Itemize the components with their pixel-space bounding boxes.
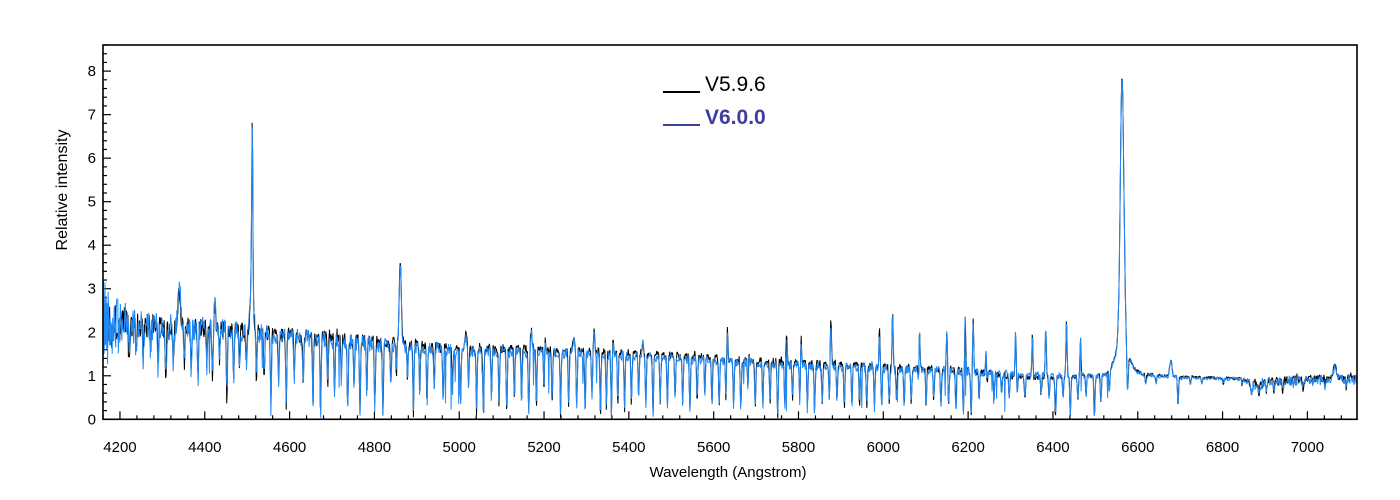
svg-text:5600: 5600 bbox=[697, 439, 730, 456]
svg-text:6600: 6600 bbox=[1121, 439, 1154, 456]
legend-label-v600: V6.0.0 bbox=[705, 106, 766, 129]
svg-text:4400: 4400 bbox=[188, 439, 221, 456]
svg-text:4800: 4800 bbox=[358, 439, 391, 456]
svg-text:6000: 6000 bbox=[867, 439, 900, 456]
svg-text:6: 6 bbox=[88, 150, 96, 167]
svg-text:1: 1 bbox=[88, 368, 96, 385]
legend-label-v596: V5.9.6 bbox=[705, 73, 766, 96]
series-path-v6-0-0 bbox=[103, 79, 1357, 419]
svg-text:0: 0 bbox=[88, 411, 96, 428]
svg-text:5400: 5400 bbox=[612, 439, 645, 456]
x-axis-title: Wavelength (Angstrom) bbox=[649, 464, 807, 481]
svg-text:4600: 4600 bbox=[273, 439, 306, 456]
svg-text:7: 7 bbox=[88, 107, 96, 124]
legend-line-v596 bbox=[663, 91, 700, 93]
svg-text:3: 3 bbox=[88, 281, 96, 298]
plot-frame bbox=[102, 44, 1358, 421]
series-group bbox=[103, 78, 1357, 419]
y-axis-title: Relative intensity bbox=[54, 129, 71, 251]
svg-text:6400: 6400 bbox=[1036, 439, 1069, 456]
svg-text:5800: 5800 bbox=[782, 439, 815, 456]
x-tick-labels: 4200 4400 4600 4800 5000 5200 5400 5600 5800 6000… bbox=[103, 439, 1324, 456]
axis-ticks bbox=[102, 44, 1342, 420]
svg-text:5000: 5000 bbox=[443, 439, 476, 456]
svg-text:6800: 6800 bbox=[1206, 439, 1239, 456]
legend-line-v600 bbox=[663, 124, 700, 126]
svg-text:6200: 6200 bbox=[951, 439, 984, 456]
svg-text:5: 5 bbox=[88, 194, 96, 211]
y-tick-labels: 0 1 2 3 4 5 6 7 8 bbox=[88, 63, 96, 428]
svg-text:8: 8 bbox=[88, 63, 96, 80]
svg-text:5200: 5200 bbox=[527, 439, 560, 456]
svg-text:4200: 4200 bbox=[103, 439, 136, 456]
svg-text:4: 4 bbox=[88, 237, 96, 254]
svg-text:7000: 7000 bbox=[1291, 439, 1324, 456]
svg-text:2: 2 bbox=[88, 324, 96, 341]
